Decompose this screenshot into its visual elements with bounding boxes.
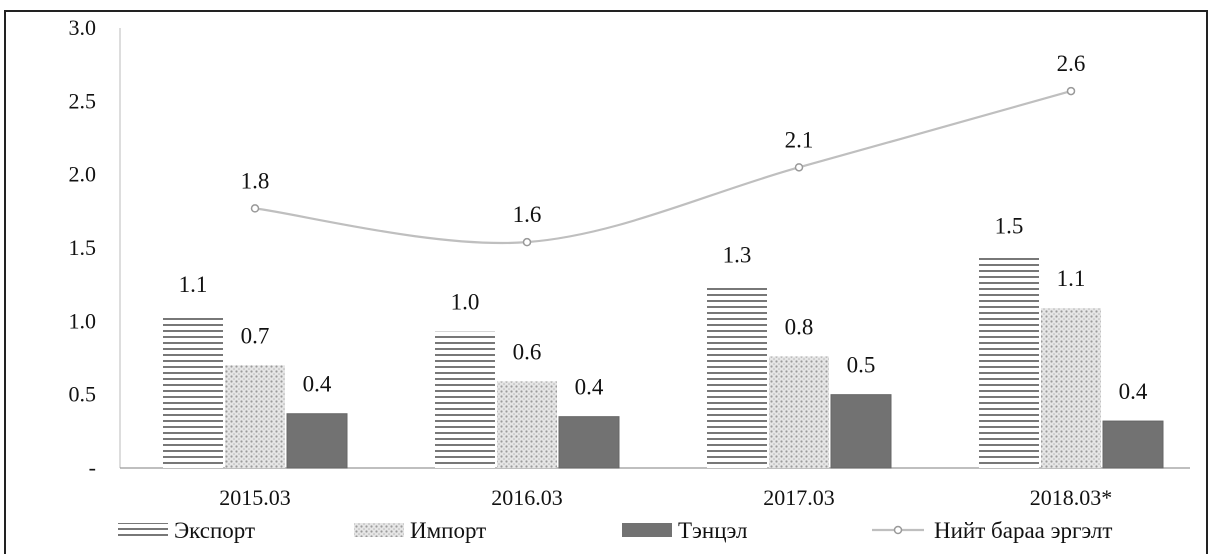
x-tick-label: 2016.03 (491, 485, 563, 510)
data-label: 2.6 (1057, 51, 1086, 76)
legend-swatch-marker (893, 525, 903, 535)
x-tick-label: 2015.03 (219, 485, 291, 510)
bar (707, 284, 767, 468)
legend-label: Нийт бараа эргэлт (934, 518, 1112, 543)
legend: Экспорт Импорт Тэнцэл Нийт бараа эргэлт (118, 518, 1112, 543)
legend-label: Экспорт (174, 518, 255, 543)
bar (286, 413, 348, 469)
bar (769, 356, 829, 468)
total-line (250, 86, 1076, 247)
bar (497, 381, 557, 468)
bar (163, 314, 223, 468)
bar (558, 416, 620, 469)
data-label: 1.0 (451, 290, 480, 315)
data-label: 2.1 (785, 127, 814, 152)
bar (435, 331, 495, 468)
series-line-total (254, 90, 1072, 245)
y-tick-label: - (89, 455, 96, 480)
data-label: 0.4 (575, 375, 604, 400)
chart-frame (4, 10, 1208, 554)
legend-swatch (118, 523, 168, 537)
bar (979, 255, 1039, 468)
data-label: 1.3 (723, 243, 752, 268)
legend-label: Импорт (410, 518, 486, 543)
data-label: 1.6 (513, 202, 542, 227)
axes: 3.0 2.5 2.0 1.5 1.0 0.5 - 2015.03 2016.03 2017.03… (69, 15, 1190, 510)
data-label: 1.1 (179, 272, 208, 297)
bar (1041, 308, 1101, 468)
y-tick-label: 2.5 (69, 88, 97, 113)
bar (1102, 420, 1164, 469)
y-tick-label: 1.0 (69, 308, 97, 333)
x-tick-label: 2018.03* (1030, 485, 1113, 510)
line-point (1066, 86, 1076, 96)
x-tick-label: 2017.03 (763, 485, 835, 510)
data-label: 0.4 (1119, 379, 1148, 404)
y-tick-label: 1.5 (69, 235, 97, 260)
line-point (794, 163, 804, 172)
bar (830, 394, 892, 469)
data-label: 0.5 (847, 353, 876, 378)
data-label: 1.5 (995, 213, 1024, 238)
data-label: 0.7 (241, 323, 270, 348)
legend-label: Тэнцэл (678, 518, 747, 543)
bar (225, 365, 285, 468)
legend-swatch (354, 523, 404, 537)
legend-swatch (622, 523, 672, 537)
y-tick-label: 2.0 (69, 162, 97, 187)
data-labels: 1.1 1.0 1.3 1.5 0.7 0.6 0.8 1.1 0.4 0.4 0.5 0.4 1.8 1… (179, 51, 1148, 404)
line-point (522, 237, 532, 247)
data-label: 0.8 (785, 315, 814, 340)
line-point (250, 204, 260, 213)
y-tick-label: 3.0 (69, 15, 97, 40)
data-label: 1.1 (1057, 266, 1086, 291)
bars (163, 255, 1164, 469)
data-label: 0.6 (513, 339, 542, 364)
data-label: 1.8 (241, 168, 270, 193)
y-tick-label: 0.5 (69, 382, 97, 407)
data-label: 0.4 (303, 372, 332, 397)
